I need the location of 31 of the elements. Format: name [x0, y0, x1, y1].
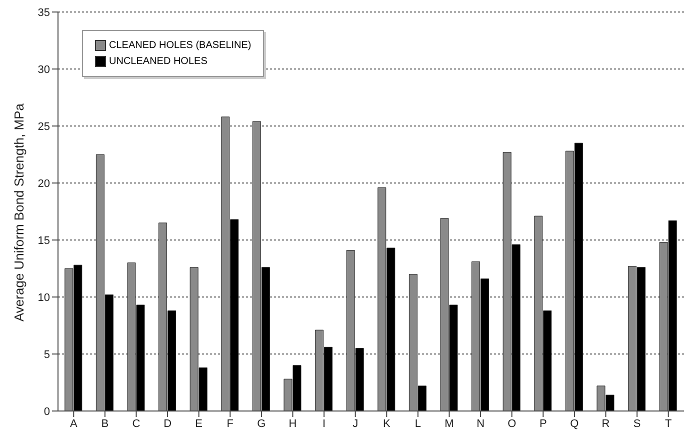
x-tick-label: J: [352, 418, 358, 430]
x-tick-label: T: [664, 418, 672, 430]
y-tick-label: 5: [44, 348, 50, 361]
y-axis-title: Average Uniform Bond Strength, MPa: [12, 102, 27, 322]
x-tick-label: G: [257, 418, 266, 430]
y-tick-label: 30: [38, 64, 50, 76]
y-tick-label: 20: [38, 178, 50, 190]
x-tick-label: F: [226, 418, 234, 430]
y-tick-label: 35: [38, 6, 50, 19]
y-tick-label: 15: [38, 234, 50, 247]
x-tick-label: M: [444, 418, 454, 430]
x-tick-label: I: [322, 418, 326, 430]
x-tick-label: O: [508, 418, 517, 430]
x-tick-label: B: [101, 418, 109, 430]
x-tick-label: N: [476, 418, 485, 430]
x-tick-label: D: [164, 418, 172, 430]
x-tick-label: C: [132, 418, 140, 430]
x-tick-label: L: [414, 418, 422, 430]
x-tick-label: R: [602, 418, 610, 430]
x-tick-label: P: [539, 418, 547, 430]
x-tick-label: H: [288, 418, 297, 430]
x-tick-label: K: [382, 418, 391, 430]
legend-label: UNCLEANED HOLES: [109, 56, 208, 67]
y-tick-label: 0: [44, 406, 50, 418]
x-tick-label: S: [633, 418, 641, 430]
y-tick-label: 10: [38, 292, 50, 304]
legend-label: CLEANED HOLES (BASELINE): [109, 40, 252, 51]
y-tick-label: 25: [38, 120, 50, 133]
x-tick-label: E: [195, 418, 203, 430]
x-tick-label: A: [70, 418, 78, 430]
x-tick-label: Q: [570, 418, 580, 430]
